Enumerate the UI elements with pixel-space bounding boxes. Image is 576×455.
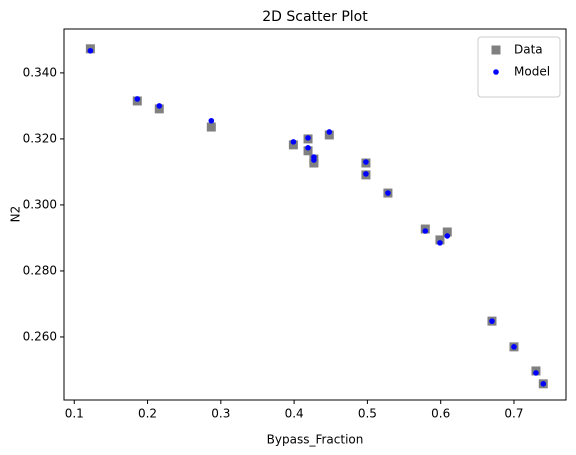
point bbox=[288, 140, 298, 150]
y-tick-label: 0.340 bbox=[23, 65, 57, 79]
chart-title: 2D Scatter Plot bbox=[262, 9, 368, 25]
point bbox=[154, 104, 164, 114]
point bbox=[305, 145, 311, 151]
point bbox=[540, 381, 547, 387]
point bbox=[305, 135, 311, 141]
x-tick-label: 0.6 bbox=[431, 407, 450, 421]
point bbox=[385, 190, 391, 196]
x-tick-label: 0.2 bbox=[138, 407, 157, 421]
point bbox=[326, 129, 333, 135]
legend-label: Data bbox=[514, 43, 543, 57]
point bbox=[311, 157, 317, 163]
point bbox=[87, 47, 94, 54]
point bbox=[437, 240, 443, 246]
y-tick-label: 0.300 bbox=[23, 197, 57, 211]
point bbox=[208, 117, 215, 124]
point bbox=[442, 227, 452, 237]
legend-marker bbox=[491, 45, 501, 55]
point bbox=[435, 235, 445, 245]
x-tick-label: 0.3 bbox=[211, 407, 230, 421]
point bbox=[303, 146, 313, 156]
legend-label: Model bbox=[514, 65, 550, 79]
point bbox=[511, 344, 517, 350]
x-tick-label: 0.4 bbox=[285, 407, 304, 421]
point bbox=[422, 228, 429, 234]
y-axis-label: N2 bbox=[9, 206, 23, 223]
x-axis-label: Bypass_Fraction bbox=[267, 433, 364, 447]
point bbox=[309, 158, 319, 168]
x-tick-label: 0.7 bbox=[504, 407, 523, 421]
point bbox=[156, 103, 163, 109]
point bbox=[363, 159, 369, 165]
point bbox=[363, 171, 369, 177]
y-tick-label: 0.320 bbox=[23, 131, 57, 145]
y-tick-label: 0.280 bbox=[23, 263, 57, 277]
y-tick-label: 0.260 bbox=[23, 329, 57, 343]
x-tick-label: 0.5 bbox=[358, 407, 377, 421]
point bbox=[533, 370, 539, 376]
x-tick-label: 0.1 bbox=[65, 407, 84, 421]
point bbox=[206, 122, 216, 132]
point bbox=[290, 139, 297, 145]
point bbox=[489, 318, 495, 324]
point bbox=[444, 233, 451, 239]
point bbox=[134, 96, 141, 102]
plot-frame bbox=[63, 28, 567, 401]
legend-marker bbox=[493, 69, 499, 75]
point bbox=[324, 130, 334, 140]
